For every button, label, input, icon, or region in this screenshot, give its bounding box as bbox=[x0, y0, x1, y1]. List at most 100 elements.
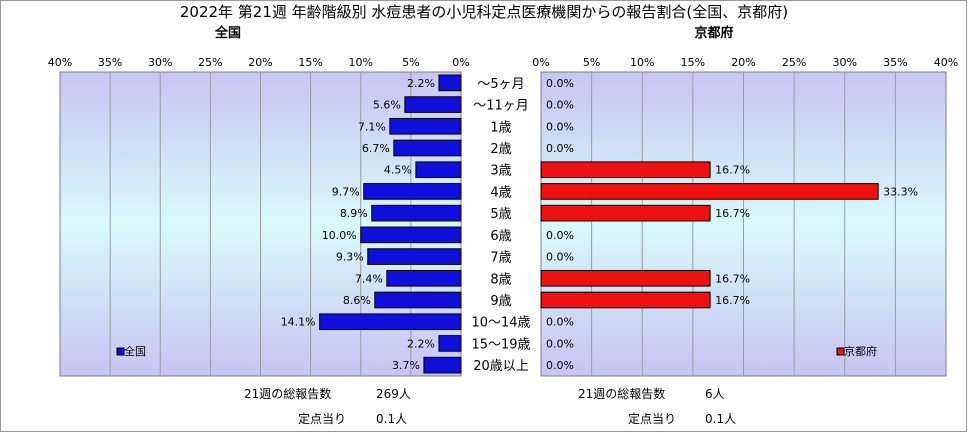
data-label: 2.2% bbox=[407, 337, 435, 350]
data-label: 0.0% bbox=[546, 337, 574, 350]
x-tick-label: 30% bbox=[833, 56, 857, 69]
data-label: 0.0% bbox=[546, 251, 574, 264]
bar bbox=[389, 117, 462, 135]
data-label: 7.1% bbox=[358, 120, 386, 133]
panel-kyoto: 0% 5% 10% 15% 20% 25% 30% 35% 40% 0.0%0.0%0.0%0.… bbox=[532, 56, 958, 377]
bars-kyoto bbox=[540, 161, 879, 309]
data-label: 3.7% bbox=[392, 359, 420, 372]
data-label: 7.4% bbox=[355, 272, 383, 285]
x-tick-label: 5% bbox=[583, 56, 600, 69]
x-tick-label: 25% bbox=[782, 56, 806, 69]
category-label: 7歳 bbox=[490, 251, 511, 266]
legend-swatch-national bbox=[116, 347, 125, 356]
data-label: 16.7% bbox=[715, 164, 750, 177]
total-label-kyoto: 21週の総報告数 bbox=[578, 386, 665, 401]
x-tick-label: 20% bbox=[731, 56, 755, 69]
bar bbox=[360, 226, 462, 244]
x-tick-label: 5% bbox=[402, 56, 419, 69]
per-site-value-kyoto: 0.1人 bbox=[705, 412, 736, 426]
data-label: 16.7% bbox=[715, 272, 750, 285]
footer-kyoto: 21週の総報告数 6人 定点当り 0.1人 bbox=[578, 386, 736, 426]
panel-title-national: 全国 bbox=[214, 25, 241, 41]
value-labels-kyoto: 0.0% 0.0% 0.0% 0.0% 16.7% 33.3% 16.7% 0.0% 0.0% 1… bbox=[546, 77, 918, 372]
category-label: 3歳 bbox=[490, 164, 511, 179]
x-tick-label: 15% bbox=[298, 56, 322, 69]
x-tick-label: 20% bbox=[248, 56, 272, 69]
category-label: 10～14歳 bbox=[471, 316, 530, 331]
data-label: 0.0% bbox=[546, 77, 574, 90]
bar bbox=[540, 269, 711, 287]
footer-national: 21週の総報告数 269人 定点当り 0.1人 bbox=[244, 386, 411, 426]
panel-title-kyoto: 京都府 bbox=[694, 25, 733, 41]
x-tick-label: 10% bbox=[349, 56, 373, 69]
x-tick-label: 40% bbox=[48, 56, 72, 69]
bar bbox=[371, 204, 462, 222]
bar bbox=[423, 356, 462, 374]
bars-national bbox=[319, 74, 462, 374]
category-label: 2歳 bbox=[490, 142, 511, 157]
category-label: ～5ヶ月 bbox=[477, 77, 524, 92]
legend-national: 全国 bbox=[116, 344, 146, 358]
data-label: 8.9% bbox=[340, 207, 368, 220]
bar bbox=[415, 161, 462, 179]
bar bbox=[319, 313, 462, 331]
category-labels: ～5ヶ月 ～11ヶ月 1歳 2歳 3歳 4歳 5歳 6歳 7歳 8歳 9歳 10～14歳 15～19歳 2… bbox=[471, 77, 530, 374]
data-label: 0.0% bbox=[546, 229, 574, 242]
data-label: 4.5% bbox=[384, 164, 412, 177]
x-tick-label: 15% bbox=[681, 56, 705, 69]
value-labels-national: 2.2% 5.6% 7.1% 6.7% 4.5% 9.7% 8.9% 10.0% 9.3% 7.4… bbox=[281, 77, 435, 372]
category-label: ～11ヶ月 bbox=[473, 99, 529, 114]
per-site-label-national: 定点当り bbox=[298, 411, 346, 426]
panel-national: 0% 5% 10% 15% 20% 25% 30% 35% 40% 2.2% 5.6% 7.1% 6.… bbox=[48, 56, 470, 377]
x-tick-label: 0% bbox=[532, 56, 549, 69]
total-value-national: 269人 bbox=[376, 387, 411, 401]
bar bbox=[404, 96, 462, 113]
legend-label-kyoto: 京都府 bbox=[844, 344, 877, 358]
chart-title: 2022年 第21週 年齢階級別 水痘患者の小児科定点医療機関からの報告割合(全… bbox=[180, 3, 788, 21]
x-tick-label: 0% bbox=[452, 56, 469, 69]
bar bbox=[374, 291, 462, 309]
category-label: 9歳 bbox=[490, 294, 511, 309]
category-label: 1歳 bbox=[490, 120, 511, 135]
data-label: 0.0% bbox=[546, 316, 574, 329]
data-label: 16.7% bbox=[715, 207, 750, 220]
bar bbox=[393, 139, 462, 157]
total-value-kyoto: 6人 bbox=[705, 387, 725, 401]
data-label: 2.2% bbox=[407, 77, 435, 90]
data-label: 0.0% bbox=[546, 99, 574, 112]
data-label: 9.3% bbox=[336, 251, 364, 264]
legend-swatch-kyoto bbox=[836, 347, 845, 356]
x-tick-label: 35% bbox=[98, 56, 122, 69]
bar bbox=[540, 183, 879, 200]
category-label: 8歳 bbox=[490, 272, 511, 287]
category-label: 6歳 bbox=[490, 229, 511, 244]
bar bbox=[438, 335, 462, 352]
x-tick-label: 35% bbox=[883, 56, 907, 69]
category-label: 15～19歳 bbox=[471, 337, 530, 352]
gridlines-kyoto bbox=[591, 72, 896, 376]
total-label-national: 21週の総報告数 bbox=[244, 386, 331, 401]
bar bbox=[438, 74, 462, 92]
data-label: 8.6% bbox=[343, 294, 371, 307]
data-label: 6.7% bbox=[362, 142, 390, 155]
data-label: 0.0% bbox=[546, 120, 574, 133]
x-axis-ticks-national: 0% 5% 10% 15% 20% 25% 30% 35% 40% bbox=[48, 56, 470, 69]
category-label: 20歳以上 bbox=[473, 359, 529, 374]
bar bbox=[540, 291, 711, 309]
x-tick-label: 25% bbox=[198, 56, 222, 69]
data-label: 14.1% bbox=[281, 316, 316, 329]
x-tick-label: 10% bbox=[630, 56, 654, 69]
data-label: 0.0% bbox=[546, 359, 574, 372]
gridlines-national bbox=[109, 72, 412, 376]
data-label: 10.0% bbox=[322, 229, 357, 242]
x-axis-ticks-kyoto: 0% 5% 10% 15% 20% 25% 30% 35% 40% bbox=[532, 56, 958, 69]
bar bbox=[540, 204, 711, 222]
data-label: 5.6% bbox=[373, 99, 401, 112]
per-site-value-national: 0.1人 bbox=[376, 412, 407, 426]
per-site-label-kyoto: 定点当り bbox=[628, 411, 676, 426]
category-label: 4歳 bbox=[490, 185, 511, 200]
data-label: 9.7% bbox=[332, 185, 360, 198]
legend-label-national: 全国 bbox=[124, 344, 146, 358]
